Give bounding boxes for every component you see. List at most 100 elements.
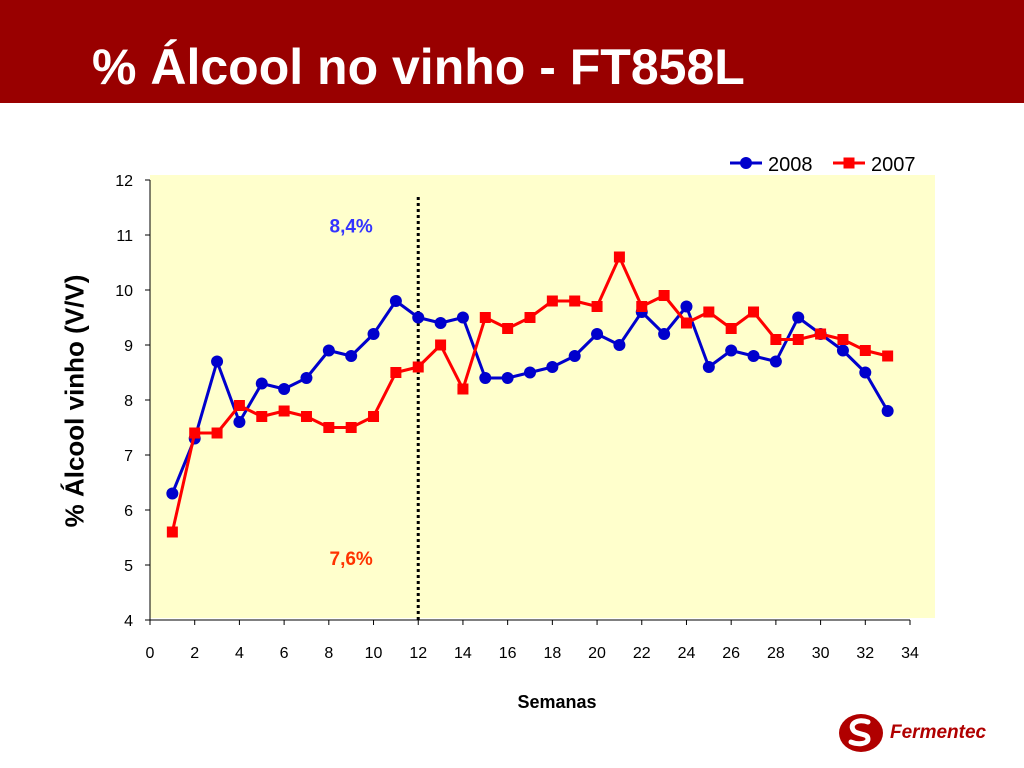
data-point-2008 — [680, 300, 693, 313]
y-tick-label: 4 — [124, 613, 133, 630]
data-point-2008 — [747, 350, 760, 362]
x-tick-label: 6 — [280, 645, 289, 662]
x-tick-label: 8 — [324, 645, 333, 662]
data-point-2008 — [322, 344, 335, 357]
data-point-2007 — [323, 422, 335, 433]
data-point-2007 — [300, 411, 312, 422]
data-point-2007 — [457, 383, 469, 395]
y-axis-label: % Álcool vinho (V/V) — [59, 274, 90, 528]
data-point-2007 — [524, 312, 536, 323]
x-tick-label: 16 — [499, 645, 517, 662]
data-point-2007 — [412, 361, 424, 373]
legend-marker-2007 — [843, 157, 855, 169]
logo-text: Fermentec — [890, 722, 987, 743]
y-tick-label: 12 — [115, 173, 133, 190]
data-point-2008 — [300, 372, 313, 384]
annotation-label: 8,4% — [330, 216, 373, 237]
x-tick-label: 28 — [767, 645, 785, 662]
data-point-2007 — [569, 295, 581, 307]
data-point-2007 — [390, 367, 402, 378]
data-point-2008 — [434, 317, 447, 329]
data-point-2007 — [725, 323, 737, 334]
data-point-2007 — [859, 345, 871, 356]
x-tick-label: 2 — [190, 645, 199, 662]
data-point-2007 — [233, 400, 245, 411]
x-tick-label: 30 — [812, 645, 830, 662]
legend-label-2008: 2008 — [768, 154, 813, 176]
x-tick-label: 34 — [901, 645, 919, 662]
title-bar: % Álcool no vinho - FT858L — [0, 0, 1024, 103]
data-point-2008 — [792, 311, 805, 324]
data-point-2007 — [815, 328, 827, 340]
data-point-2007 — [435, 339, 447, 351]
data-point-2007 — [211, 427, 223, 439]
data-point-2007 — [546, 295, 558, 307]
data-point-2007 — [502, 323, 514, 334]
data-point-2007 — [770, 334, 782, 345]
x-tick-label: 12 — [409, 645, 427, 662]
data-point-2008 — [255, 377, 268, 390]
data-point-2007 — [703, 306, 715, 318]
y-tick-label: 11 — [116, 228, 133, 245]
data-point-2007 — [368, 411, 380, 422]
data-point-2008 — [345, 350, 358, 362]
data-point-2008 — [479, 372, 492, 384]
x-tick-label: 32 — [856, 645, 874, 662]
data-point-2008 — [211, 355, 224, 368]
data-point-2007 — [882, 350, 894, 362]
data-point-2008 — [233, 416, 246, 428]
data-point-2007 — [278, 405, 290, 417]
data-point-2008 — [389, 295, 402, 307]
data-point-2007 — [256, 411, 268, 422]
y-tick-label: 9 — [124, 338, 133, 355]
data-point-2007 — [748, 306, 760, 318]
data-point-2007 — [658, 290, 670, 301]
data-point-2008 — [881, 405, 894, 417]
data-point-2008 — [278, 383, 291, 395]
x-tick-label: 10 — [365, 645, 383, 662]
x-tick-label: 4 — [235, 645, 244, 662]
x-axis-label: Semanas — [517, 692, 597, 712]
data-point-2008 — [725, 344, 738, 357]
data-point-2007 — [189, 427, 201, 439]
y-tick-label: 8 — [124, 393, 133, 410]
data-point-2007 — [591, 301, 603, 312]
x-tick-label: 14 — [454, 645, 472, 662]
data-point-2008 — [412, 311, 425, 324]
x-tick-label: 0 — [146, 645, 155, 662]
legend-label-2007: 2007 — [871, 154, 916, 176]
data-point-2008 — [702, 361, 715, 373]
x-tick-label: 24 — [678, 645, 696, 662]
x-tick-label: 18 — [543, 645, 561, 662]
data-point-2008 — [501, 372, 514, 384]
data-point-2007 — [345, 422, 357, 433]
data-point-2008 — [769, 355, 782, 368]
data-point-2008 — [859, 366, 872, 379]
fermentec-logo-icon — [839, 714, 883, 752]
data-point-2008 — [524, 366, 536, 379]
data-point-2007 — [636, 301, 648, 312]
data-point-2008 — [591, 328, 604, 340]
x-tick-label: 26 — [722, 645, 740, 662]
data-point-2008 — [613, 339, 626, 351]
data-point-2007 — [680, 317, 692, 329]
data-point-2008 — [836, 344, 849, 357]
fermentec-logo: Fermentec — [838, 713, 986, 753]
legend-marker-2008 — [740, 157, 752, 169]
data-point-2007 — [792, 334, 804, 345]
x-tick-label: 22 — [633, 645, 651, 662]
plot-area — [150, 175, 935, 618]
data-point-2007 — [166, 526, 178, 538]
y-tick-label: 6 — [124, 503, 133, 520]
data-point-2008 — [456, 311, 469, 324]
annotation-label: 7,6% — [330, 549, 373, 570]
y-tick-label: 7 — [124, 448, 133, 465]
y-tick-label: 5 — [124, 558, 133, 575]
data-point-2007 — [837, 334, 849, 345]
data-point-2008 — [367, 328, 380, 340]
data-point-2008 — [546, 361, 559, 373]
data-point-2007 — [613, 251, 625, 263]
data-point-2007 — [479, 312, 491, 323]
data-point-2008 — [658, 328, 671, 340]
